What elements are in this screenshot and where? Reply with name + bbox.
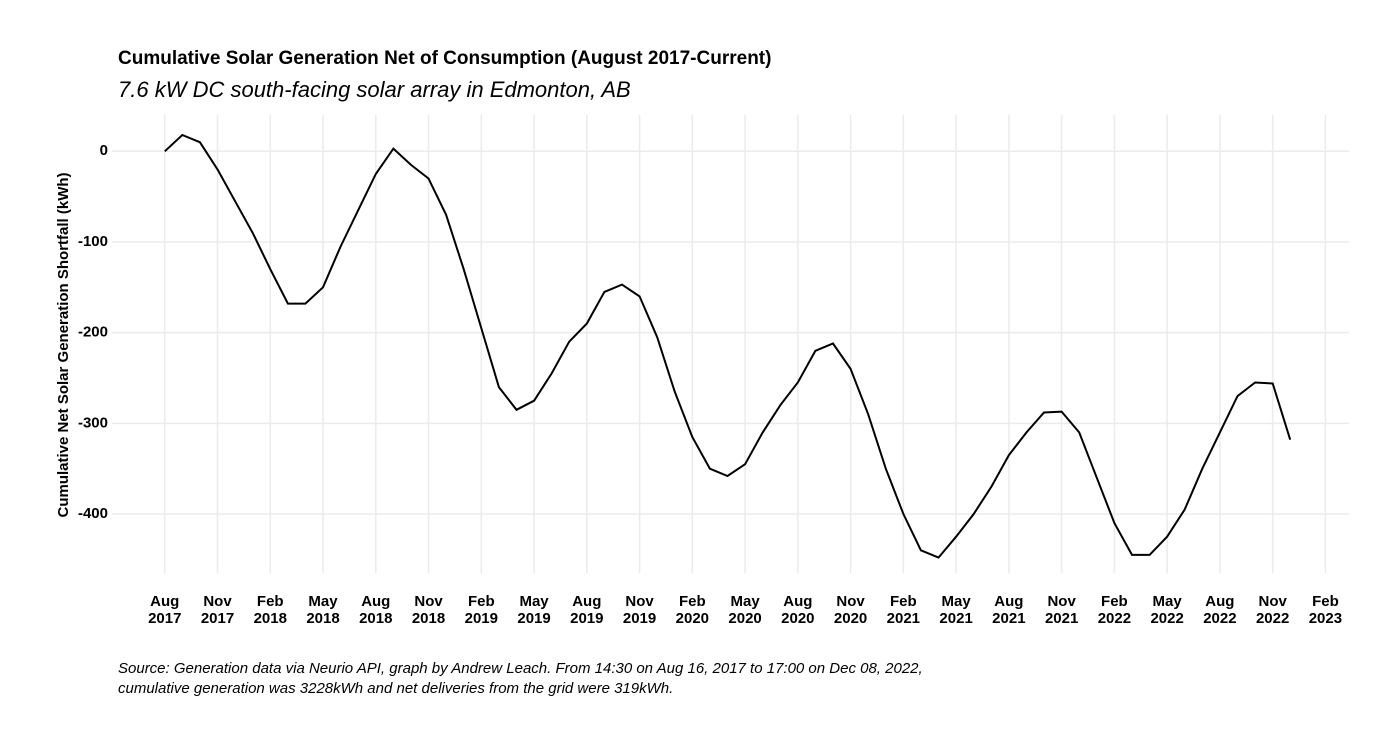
x-tick-label: Feb 2022 [1097,593,1132,627]
chart-subtitle: 7.6 kW DC south-facing solar array in Ed… [118,77,631,102]
x-tick-label: May 2018 [306,593,340,627]
x-tick-label: Nov 2022 [1255,593,1290,627]
x-tick-label: Aug 2020 [781,593,815,627]
x-tick-label: Aug 2022 [1203,593,1237,627]
y-tick-label: -300 [78,414,108,431]
y-tick-label: -100 [78,233,108,250]
x-tick-label: Aug 2021 [992,593,1026,627]
x-tick-label: May 2022 [1150,593,1184,627]
x-tick-label: Aug 2017 [148,593,182,627]
data-line [164,133,1292,559]
x-tick-label: Nov 2018 [411,593,446,627]
x-tick-label: Nov 2017 [200,593,235,627]
y-tick-label: 0 [100,142,108,159]
x-tick-label: Aug 2018 [359,593,393,627]
y-tick-label: -200 [78,324,108,341]
x-tick-label: Feb 2018 [253,593,287,627]
x-tick-label: Nov 2020 [833,593,868,627]
y-axis-label: Cumulative Net Solar Generation Shortfal… [55,172,72,517]
y-tick-label: -400 [78,505,108,522]
caption: cumulative generation was 3228kWh and ne… [118,680,674,697]
x-tick-label: Feb 2023 [1308,593,1343,627]
x-tick-label: May 2019 [517,593,551,627]
x-tick-label: Nov 2021 [1044,593,1079,627]
x-tick-label: Feb 2019 [464,593,498,627]
caption: Source: Generation data via Neurio API, … [118,660,923,677]
x-tick-label: May 2021 [939,593,973,627]
chart-title: Cumulative Solar Generation Net of Consu… [118,48,772,69]
x-tick-label: Feb 2021 [886,593,921,627]
x-tick-label: Aug 2019 [570,593,604,627]
x-tick-label: May 2020 [728,593,762,627]
x-tick-label: Feb 2020 [675,593,710,627]
x-tick-label: Nov 2019 [622,593,657,627]
